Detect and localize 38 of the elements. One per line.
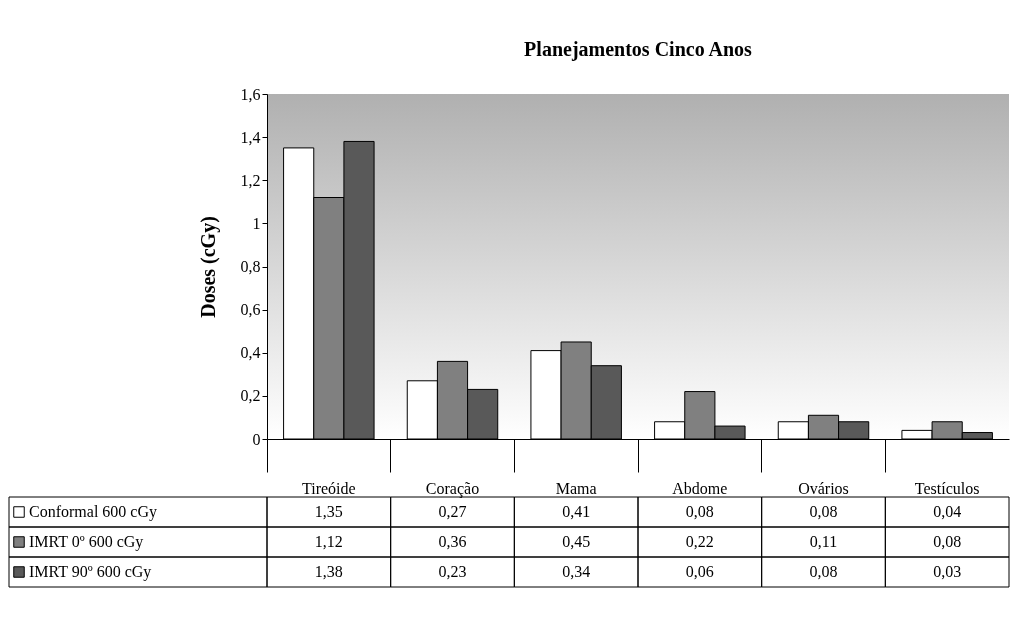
- y-tick-label: 0: [252, 430, 261, 448]
- data-label: 0,08: [685, 503, 714, 520]
- data-label: 0,08: [933, 533, 962, 550]
- x-tick-label: Coração: [425, 479, 480, 498]
- data-label: 0,04: [933, 503, 962, 520]
- legend-label: Conformal 600 cGy: [29, 503, 157, 521]
- data-label: 0,36: [438, 533, 467, 550]
- x-tick-label: Abdome: [672, 479, 728, 497]
- data-label: 1,12: [314, 533, 343, 550]
- y-tick-label: 0,6: [240, 301, 261, 319]
- y-axis-title: Doses (cGy): [196, 216, 220, 318]
- data-label: 0,23: [438, 563, 467, 580]
- y-tick-label: 0,4: [240, 344, 261, 362]
- y-tick-label: 1,4: [240, 128, 261, 146]
- data-label: 0,03: [933, 563, 962, 580]
- y-tick-label: 0,8: [240, 258, 261, 275]
- legend-label: IMRT 0º 600 cGy: [29, 533, 144, 551]
- data-label: 0,22: [685, 533, 714, 550]
- data-label: 0,11: [809, 533, 838, 550]
- data-label: 0,06: [685, 563, 714, 580]
- y-tick-label: 1,2: [240, 171, 261, 189]
- data-label: 0,27: [438, 503, 467, 520]
- data-label: 1,35: [314, 503, 343, 520]
- x-tick-label: Ovários: [798, 479, 849, 497]
- y-tick-label: 1,6: [240, 85, 261, 103]
- data-label: 0,45: [562, 533, 591, 550]
- chart-title: Planejamentos Cinco Anos: [524, 38, 753, 61]
- x-tick-label: Tireóide: [302, 479, 356, 497]
- data-label: 0,08: [809, 563, 838, 580]
- x-tick-label: Testículos: [914, 479, 980, 497]
- data-label: 0,08: [809, 503, 838, 520]
- data-label: 1,38: [314, 563, 343, 580]
- y-tick-label: 1: [252, 214, 261, 232]
- y-tick-label: 0,2: [240, 387, 261, 405]
- x-tick-label: Mama: [555, 479, 597, 497]
- data-label: 0,41: [562, 503, 591, 520]
- data-label: 0,34: [562, 563, 591, 580]
- legend-label: IMRT 90º 600 cGy: [29, 563, 152, 581]
